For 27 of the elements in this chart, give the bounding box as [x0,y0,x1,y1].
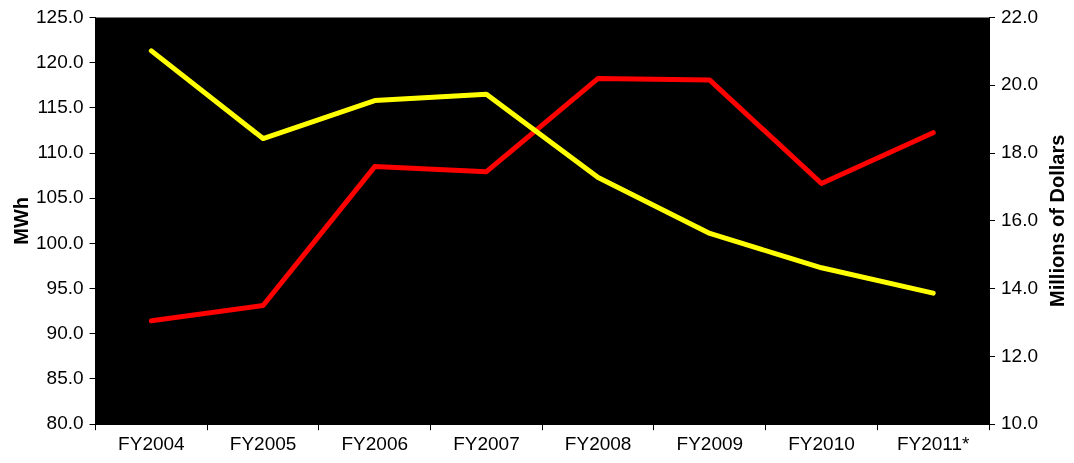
x-tick-label: FY2006 [341,432,409,454]
y-tick-label: 105.0 [36,186,84,208]
y-tick-label: 95.0 [46,276,84,298]
x-tick-label: FY2011* [896,432,971,454]
x-tick-label: FY2005 [229,432,297,454]
y-tick-label: 110.0 [37,141,84,163]
y-tick-label: 90.0 [46,322,84,344]
y-tick-label: 125.0 [36,5,84,27]
x-tick-label: FY2009 [676,432,744,454]
y2-axis-title: Millions of Dollars [1045,134,1068,307]
y2-tick-label: 20.0 [1001,73,1038,95]
y2-tick-label: 10.0 [1001,412,1038,434]
y2-tick-label: 22.0 [1001,5,1038,27]
y-tick-label: 80.0 [46,412,84,434]
y2-tick-label: 12.0 [1001,344,1038,366]
y-tick-label: 100.0 [36,231,84,253]
y-axis-title: MWh [9,196,32,245]
y-tick-label: 85.0 [46,367,84,389]
x-tick-label: FY2008 [564,432,632,454]
x-tick-label: FY2004 [118,432,186,454]
x-tick-label: FY2007 [453,432,520,454]
y-tick-label: 120.0 [36,50,84,72]
y-tick-label: 115.0 [37,96,84,118]
y2-tick-label: 16.0 [1001,209,1038,231]
x-tick-label: FY2010 [788,432,855,454]
y2-tick-label: 14.0 [1001,276,1038,298]
y2-tick-label: 18.0 [1001,141,1038,163]
